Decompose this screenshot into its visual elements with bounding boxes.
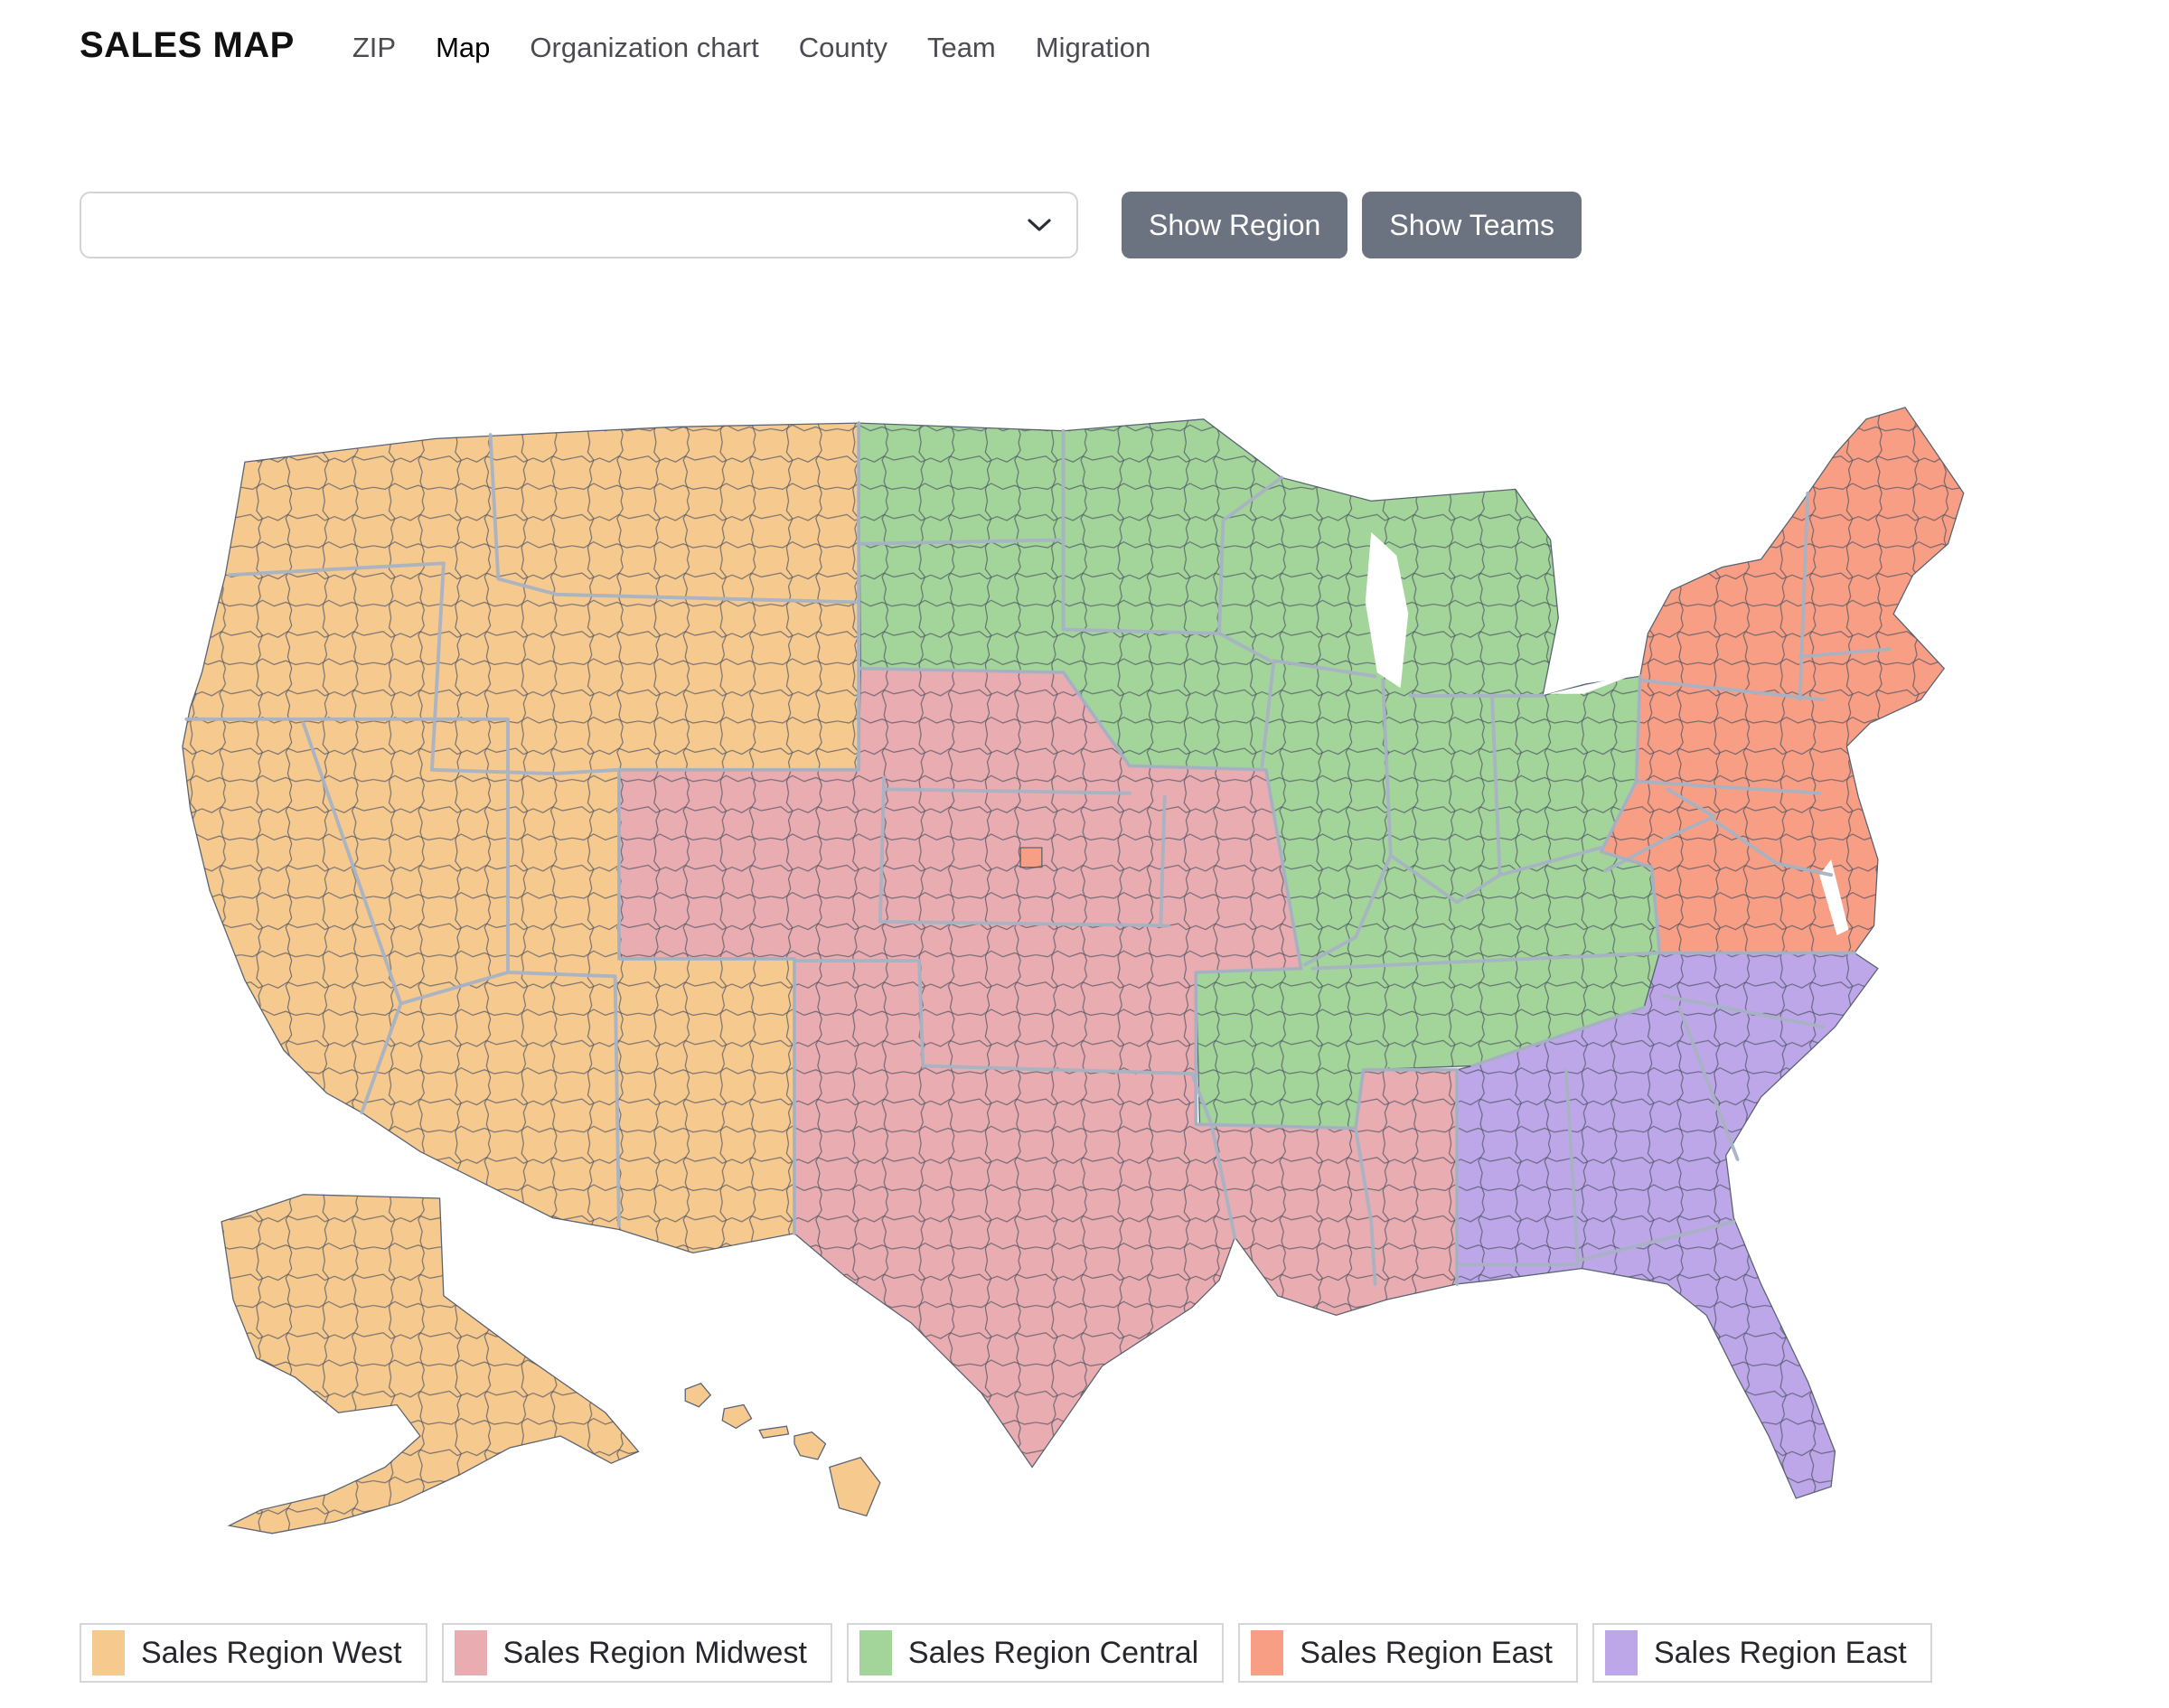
region-west-hawaii[interactable] <box>684 1383 881 1517</box>
state-lines-central <box>859 428 1662 971</box>
legend-item-west: Sales Region West <box>80 1623 427 1683</box>
lake-michigan <box>1365 531 1409 689</box>
controls-bar: Show Region Show Teams <box>80 192 1582 258</box>
state-lines-west <box>184 433 861 1228</box>
legend-swatch-central <box>859 1630 892 1675</box>
region-select[interactable] <box>80 192 1078 258</box>
nav-item-team[interactable]: Team <box>926 32 996 63</box>
state-lines-region-boundaries <box>616 421 1856 1286</box>
legend-item-midwest: Sales Region Midwest <box>441 1623 832 1683</box>
us-sales-region-map <box>108 384 1979 1586</box>
header: SALES MAP ZIP Map Organization chart Cou… <box>80 25 1150 66</box>
nav-item-migration[interactable]: Migration <box>1035 32 1151 63</box>
legend-label: Sales Region East <box>1653 1635 1907 1670</box>
main-nav: ZIP Map Organization chart County Team M… <box>352 32 1150 64</box>
chevron-down-icon <box>1028 219 1051 231</box>
legend-item-east-salmon: Sales Region East <box>1238 1623 1578 1683</box>
map-svg <box>182 407 1965 1534</box>
legend-swatch-midwest <box>454 1630 487 1675</box>
map-legend: Sales Region West Sales Region Midwest S… <box>80 1623 1932 1683</box>
legend-swatch-east-salmon <box>1251 1630 1284 1675</box>
state-borders <box>184 421 1892 1286</box>
page-title: SALES MAP <box>80 25 295 65</box>
nav-item-zip[interactable]: ZIP <box>352 32 397 63</box>
nav-item-organization-chart[interactable]: Organization chart <box>530 32 759 63</box>
great-lakes-water <box>1365 531 1849 936</box>
legend-label: Sales Region West <box>141 1635 402 1670</box>
show-region-button[interactable]: Show Region <box>1122 192 1348 258</box>
legend-label: Sales Region East <box>1300 1635 1553 1670</box>
lake-erie <box>1548 672 1640 694</box>
county-texture <box>182 407 1964 1534</box>
legend-label: Sales Region Midwest <box>502 1635 807 1670</box>
legend-item-central: Sales Region Central <box>846 1623 1225 1683</box>
state-lines-east <box>1603 491 1892 877</box>
state-lines-southeast <box>1455 993 1826 1267</box>
show-teams-button[interactable]: Show Teams <box>1362 192 1582 258</box>
nav-item-county[interactable]: County <box>798 32 887 63</box>
legend-swatch-west <box>92 1630 125 1675</box>
chesapeake-bay <box>1819 859 1849 936</box>
nav-item-map[interactable]: Map <box>436 32 491 63</box>
legend-label: Sales Region Central <box>907 1635 1199 1670</box>
legend-item-east-purple: Sales Region East <box>1592 1623 1932 1683</box>
legend-swatch-east-purple <box>1604 1630 1638 1675</box>
